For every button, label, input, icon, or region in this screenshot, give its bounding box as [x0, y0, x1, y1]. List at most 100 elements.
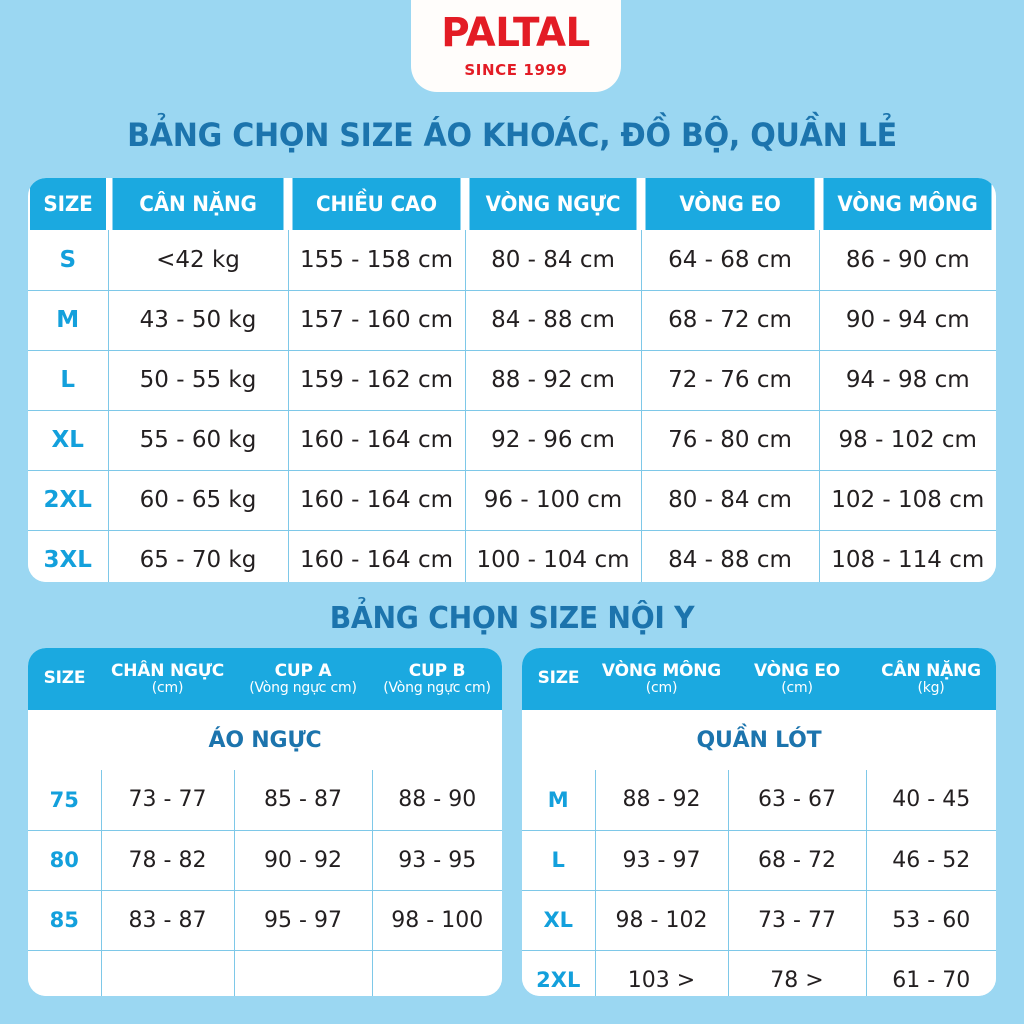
measurement-cell: 88 - 92 — [595, 770, 729, 831]
size-cell: 3XL — [28, 530, 109, 582]
measurement-cell: 50 - 55 kg — [108, 350, 289, 411]
measurement-cell: 76 - 80 cm — [641, 410, 820, 471]
measurement-cell: 98 - 102 — [595, 890, 729, 951]
measurement-cell: 73 - 77 — [101, 770, 235, 831]
measurement-cell: 108 - 114 cm — [819, 530, 996, 582]
measurement-cell: 100 - 104 cm — [465, 530, 642, 582]
size-cell — [28, 950, 102, 996]
table-row: L 50 - 55 kg 159 - 162 cm 88 - 92 cm 72 - 76… — [28, 350, 996, 411]
table-row: 85 83 - 87 95 - 97 98 - 100 — [28, 890, 502, 951]
measurement-cell: 73 - 77 — [728, 890, 867, 951]
column-header-weight: CÂN NẶNG (kg) — [866, 648, 996, 710]
measurement-cell: 92 - 96 cm — [465, 410, 642, 471]
table-row: XL 55 - 60 kg 160 - 164 cm 92 - 96 cm 76 - 8… — [28, 410, 996, 471]
measurement-cell: 160 - 164 cm — [288, 410, 466, 471]
measurement-cell: 63 - 67 — [728, 770, 867, 831]
size-cell: S — [28, 230, 109, 291]
measurement-cell: 88 - 92 cm — [465, 350, 642, 411]
size-cell: M — [522, 770, 596, 831]
column-header-height: CHIỀU CAO — [292, 178, 461, 230]
size-cell: 2XL — [28, 470, 109, 531]
measurement-cell: 84 - 88 cm — [465, 290, 642, 351]
table-header-row: SIZE CÂN NẶNG CHIỀU CAO VÒNG NGỰC VÒNG E… — [28, 178, 996, 230]
bra-table-caption: ÁO NGỰC — [28, 710, 502, 770]
measurement-cell: 155 - 158 cm — [288, 230, 466, 291]
table-row: XL 98 - 102 73 - 77 53 - 60 — [522, 890, 996, 951]
measurement-cell: 96 - 100 cm — [465, 470, 642, 531]
size-cell: 80 — [28, 830, 102, 891]
table-row: M 43 - 50 kg 157 - 160 cm 84 - 88 cm 68 - 72… — [28, 290, 996, 351]
column-header-weight: CÂN NẶNG — [112, 178, 284, 230]
measurement-cell: 102 - 108 cm — [819, 470, 996, 531]
measurement-cell: 78 - 82 — [101, 830, 235, 891]
size-cell: 75 — [28, 770, 102, 831]
column-header-hip: VÒNG MÔNG (cm) — [595, 648, 728, 710]
measurement-cell: 72 - 76 cm — [641, 350, 820, 411]
brand-tagline: SINCE 1999 — [464, 61, 568, 79]
measurement-cell: 93 - 95 — [372, 830, 502, 891]
measurement-cell: 40 - 45 — [866, 770, 996, 831]
table-row: L 93 - 97 68 - 72 46 - 52 — [522, 830, 996, 891]
measurement-cell: 64 - 68 cm — [641, 230, 820, 291]
measurement-cell: 160 - 164 cm — [288, 470, 466, 531]
brand-name: PALTAL — [441, 10, 591, 56]
measurement-cell: 84 - 88 cm — [641, 530, 820, 582]
measurement-cell — [234, 950, 373, 996]
measurement-cell: 90 - 92 — [234, 830, 373, 891]
brief-table-caption: QUẦN LÓT — [522, 710, 996, 770]
outerwear-size-table: SIZE CÂN NẶNG CHIỀU CAO VÒNG NGỰC VÒNG E… — [28, 178, 996, 582]
size-cell: 2XL — [522, 950, 596, 996]
size-cell: 85 — [28, 890, 102, 951]
measurement-cell: 61 - 70 — [866, 950, 996, 996]
measurement-cell: 68 - 72 cm — [641, 290, 820, 351]
table-header-row: SIZE CHÂN NGỰC (cm) CUP A (Vòng ngực cm)… — [28, 648, 502, 710]
column-header-waist: VÒNG EO (cm) — [728, 648, 866, 710]
table-header-row: SIZE VÒNG MÔNG (cm) VÒNG EO (cm) CÂN NẶN… — [522, 648, 996, 710]
measurement-cell: 86 - 90 cm — [819, 230, 996, 291]
innerwear-section-title: BẢNG CHỌN SIZE NỘI Y — [329, 601, 695, 636]
column-header-size: SIZE — [30, 178, 106, 230]
measurement-cell: 43 - 50 kg — [108, 290, 289, 351]
column-header-waist: VÒNG EO — [645, 178, 815, 230]
table-row: S <42 kg 155 - 158 cm 80 - 84 cm 64 - 68 cm 8… — [28, 230, 996, 291]
measurement-cell: 95 - 97 — [234, 890, 373, 951]
measurement-cell: 159 - 162 cm — [288, 350, 466, 411]
measurement-cell: 88 - 90 — [372, 770, 502, 831]
table-row: M 88 - 92 63 - 67 40 - 45 — [522, 770, 996, 831]
column-header-underbust: CHÂN NGỰC (cm) — [101, 648, 234, 710]
size-cell: M — [28, 290, 109, 351]
measurement-cell: 98 - 100 — [372, 890, 502, 951]
measurement-cell: 53 - 60 — [866, 890, 996, 951]
measurement-cell: 157 - 160 cm — [288, 290, 466, 351]
measurement-cell: 80 - 84 cm — [641, 470, 820, 531]
brief-table-caption-row: QUẦN LÓT — [522, 710, 996, 770]
size-cell: L — [28, 350, 109, 411]
table-row: 80 78 - 82 90 - 92 93 - 95 — [28, 830, 502, 891]
brand-logo: PALTAL SINCE 1999 — [411, 0, 621, 92]
measurement-cell — [101, 950, 235, 996]
measurement-cell: 85 - 87 — [234, 770, 373, 831]
table-row: 2XL 103 >78 >61 - 70 — [522, 950, 996, 996]
measurement-cell: 65 - 70 kg — [108, 530, 289, 582]
measurement-cell: 98 - 102 cm — [819, 410, 996, 471]
bra-size-table: ÁO NGỰC SIZE CHÂN NGỰC (cm) CUP A (Vòng … — [28, 648, 502, 996]
column-header-hip: VÒNG MÔNG — [823, 178, 992, 230]
measurement-cell: 46 - 52 — [866, 830, 996, 891]
size-cell: XL — [522, 890, 596, 951]
brief-size-table: QUẦN LÓT SIZE VÒNG MÔNG (cm) VÒNG EO (cm… — [522, 648, 996, 996]
bra-size-table-card: ÁO NGỰC SIZE CHÂN NGỰC (cm) CUP A (Vòng … — [28, 648, 502, 996]
measurement-cell: 80 - 84 cm — [465, 230, 642, 291]
table-row: 3XL 65 - 70 kg 160 - 164 cm 100 - 104 cm 84 … — [28, 530, 996, 582]
main-section-title: BẢNG CHỌN SIZE ÁO KHOÁC, ĐỒ BỘ, QUẦN LẺ — [127, 116, 897, 154]
column-header-cup-a: CUP A (Vòng ngực cm) — [234, 648, 372, 710]
table-row — [28, 950, 502, 996]
table-row: 75 73 - 77 85 - 87 88 - 90 — [28, 770, 502, 831]
measurement-cell: 90 - 94 cm — [819, 290, 996, 351]
measurement-cell: <42 kg — [108, 230, 289, 291]
measurement-cell — [372, 950, 502, 996]
column-header-bust: VÒNG NGỰC — [469, 178, 637, 230]
measurement-cell: 68 - 72 — [728, 830, 867, 891]
column-header-size: SIZE — [28, 648, 101, 710]
table-row: 2XL 60 - 65 kg 160 - 164 cm 96 - 100 cm 80 -… — [28, 470, 996, 531]
